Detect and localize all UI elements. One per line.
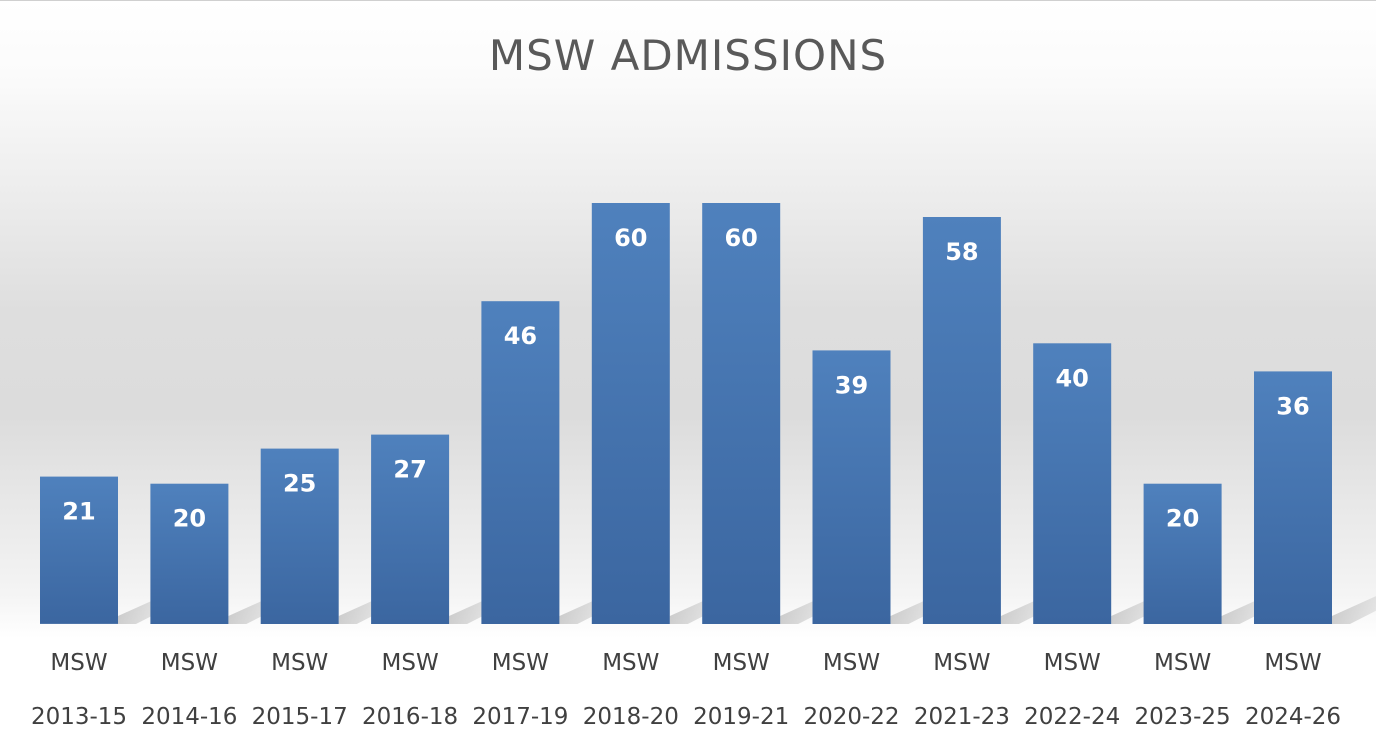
x-tick-label: MSW [1264,650,1321,676]
x-tick-label: MSW [1154,650,1211,676]
data-label: 58 [945,238,978,266]
x-tick-label: 2019-21 [693,704,789,730]
bar [150,483,229,624]
x-tick-label: MSW [50,650,107,676]
data-label: 20 [1166,505,1199,533]
x-tick-label: MSW [823,650,880,676]
x-tick-label: 2018-20 [583,704,679,730]
bar-shadow [1331,596,1376,624]
data-label: 40 [1055,364,1088,392]
bar [1143,483,1222,624]
data-label: 39 [835,371,868,399]
data-label: 27 [393,456,426,484]
bar [591,203,670,624]
bar [260,448,339,624]
data-label: 60 [614,224,647,252]
x-tick-label: 2017-19 [472,704,568,730]
bar [371,434,450,624]
data-labels: 21 20 25 27 46 60 60 39 58 40 20 36 [62,224,1309,533]
x-axis-tick-labels: MSW 2013-15 MSW 2014-16 MSW 2015-17 MSW 2016-18… [31,650,1341,730]
bar [481,301,560,624]
x-tick-label: MSW [492,650,549,676]
x-tick-label: MSW [271,650,328,676]
data-label: 25 [283,470,316,498]
x-tick-label: 2023-25 [1135,704,1231,730]
x-tick-label: 2013-15 [31,704,127,730]
chart-title: MSW ADMISSIONS [488,31,888,80]
x-tick-label: 2020-22 [803,704,899,730]
data-label: 36 [1276,392,1309,420]
data-label: 60 [724,224,757,252]
x-tick-label: MSW [602,650,659,676]
x-tick-label: MSW [933,650,990,676]
x-tick-label: 2024-26 [1245,704,1341,730]
x-tick-label: 2014-16 [141,704,237,730]
bars [40,203,1332,624]
x-tick-label: MSW [713,650,770,676]
x-tick-label: 2021-23 [914,704,1010,730]
x-tick-label: MSW [1044,650,1101,676]
bar [812,350,891,624]
x-tick-label: 2022-24 [1024,704,1120,730]
bar [40,476,118,624]
bar [1254,371,1332,624]
bar [922,217,1001,624]
x-tick-label: MSW [161,650,218,676]
data-label: 21 [62,498,95,526]
x-tick-label: 2016-18 [362,704,458,730]
data-label: 20 [173,505,206,533]
bar [702,203,781,624]
data-label: 46 [504,322,537,350]
x-tick-label: MSW [382,650,439,676]
bar [1033,343,1112,624]
x-tick-label: 2015-17 [252,704,348,730]
